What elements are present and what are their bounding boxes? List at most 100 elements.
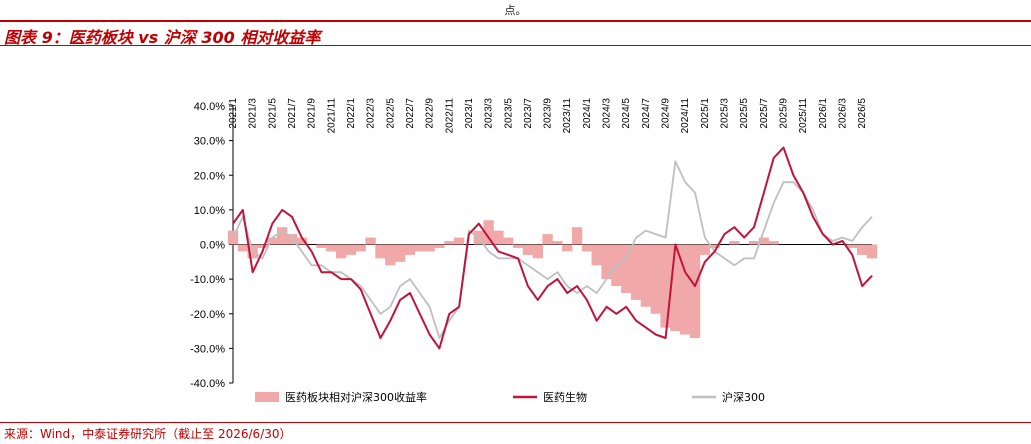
y-tick-label: 40.0% — [194, 101, 225, 113]
relative-area-bar — [503, 237, 514, 245]
x-tick-label: 2022/7 — [405, 98, 416, 129]
relative-area-bar — [365, 237, 376, 245]
y-tick-label: -30.0% — [190, 343, 225, 355]
relative-area-bar — [650, 244, 661, 314]
relative-area-bar — [562, 244, 573, 252]
relative-area-bar — [444, 241, 455, 245]
x-tick-label: 2024/9 — [661, 98, 672, 129]
x-tick-label: 2021/3 — [248, 98, 259, 129]
legend-relative-label: 医药板块相对沪深300收益率 — [285, 390, 427, 404]
relative-area-bar — [847, 244, 858, 248]
y-tick-label: 30.0% — [194, 136, 225, 148]
relative-area-bar — [483, 220, 494, 245]
x-tick-label: 2023/1 — [464, 98, 475, 129]
relative-area-bar — [296, 237, 307, 245]
relative-area-bar — [758, 237, 770, 245]
x-tick-label: 2023/11 — [562, 98, 573, 134]
x-tick-label: 2023/7 — [523, 98, 534, 129]
chart: 40.0% 30.0% 20.0% 10.0% 0.0% -10.0% -20.0% -30.… — [190, 98, 878, 404]
relative-area-bar — [257, 244, 268, 248]
relative-area-bar — [434, 244, 445, 248]
relative-area-bar — [571, 227, 583, 245]
x-tick-label: 2024/5 — [621, 98, 632, 129]
relative-area-bar — [237, 244, 248, 252]
series-line-medicine — [232, 146, 873, 350]
figure-title: 图表 9：医药板块 vs 沪深 300 相对收益率 — [4, 28, 321, 47]
relative-area-bar — [581, 244, 593, 252]
relative-area-bar — [316, 244, 327, 248]
relative-area-bar — [748, 241, 760, 245]
legend-relative-swatch — [255, 392, 279, 402]
relative-area-bar — [512, 244, 524, 248]
relative-area-bar — [542, 234, 553, 245]
relative-area-bar — [453, 237, 465, 245]
legend-hs300-label: 沪深300 — [722, 390, 765, 404]
title-bar — [0, 20, 1031, 46]
series-line-hs300 — [232, 160, 873, 339]
legend-medicine-label: 医药生物 — [543, 390, 587, 404]
relative-area-bar — [375, 244, 386, 259]
x-tick-label: 2026/5 — [857, 98, 868, 129]
x-tick-label: 2022/11 — [444, 98, 455, 134]
relative-area-bar — [857, 244, 868, 255]
relative-area-bar — [699, 244, 711, 255]
x-tick-label: 2025/5 — [739, 98, 750, 129]
relative-area-bar — [355, 244, 366, 252]
x-tick-label: 2022/9 — [425, 98, 436, 129]
relative-area-bar — [522, 244, 534, 255]
relative-area-bar — [630, 244, 642, 300]
x-tick-label: 2024/11 — [680, 98, 691, 134]
x-tick-label: 2023/3 — [484, 98, 495, 129]
relative-area-bar — [345, 244, 357, 255]
relative-area-bar — [709, 244, 720, 248]
x-tick-label: 2022/3 — [366, 98, 377, 129]
relative-area-bar — [276, 227, 288, 245]
x-tick-label: 2024/7 — [641, 98, 652, 129]
x-tick-label: 2025/1 — [700, 98, 711, 129]
relative-area-bar — [601, 244, 612, 280]
relative-area-bar — [689, 244, 701, 338]
x-tick-label: 2025/7 — [759, 98, 770, 129]
header-note: 点。 — [504, 4, 527, 17]
source-note: 来源：Wind，中泰证券研究所（截止至 2026/6/30） — [4, 427, 292, 441]
bottom-rule — [0, 422, 1031, 423]
x-tick-label: 2021/7 — [287, 98, 298, 129]
x-tick-label: 2022/1 — [346, 98, 357, 129]
x-tick-label: 2025/11 — [798, 98, 809, 134]
relative-area-bar — [385, 244, 396, 266]
x-tick-label: 2023/5 — [503, 98, 514, 129]
x-tick-label: 2021/9 — [307, 98, 318, 129]
relative-area-bar — [326, 244, 337, 252]
relative-area-bar — [493, 230, 504, 245]
relative-area-bar — [640, 244, 652, 307]
x-tick-label: 2022/5 — [385, 98, 396, 129]
relative-area-bar — [866, 244, 878, 259]
relative-area-bar — [680, 244, 691, 335]
x-tick-label: 2024/3 — [602, 98, 613, 129]
x-tick-label: 2024/1 — [582, 98, 593, 129]
x-tick-label: 2023/9 — [543, 98, 554, 129]
relative-area-bar — [670, 244, 681, 332]
x-tick-label: 2021/11 — [326, 98, 337, 134]
relative-area-bar — [621, 244, 632, 293]
relative-area-bar — [532, 244, 543, 259]
x-tick-label: 2025/3 — [720, 98, 731, 129]
relative-area-bar — [660, 244, 671, 328]
relative-area-bar — [267, 237, 278, 245]
relative-area-bar — [286, 234, 298, 245]
y-tick-label: -10.0% — [190, 274, 225, 286]
relative-area-bar — [768, 241, 779, 245]
y-tick-label: 0.0% — [200, 240, 225, 252]
relative-area-bar — [414, 244, 425, 252]
relative-area-bar — [404, 244, 416, 255]
x-tick-label: 2026/3 — [838, 98, 849, 129]
x-tick-label: 2021/5 — [267, 98, 278, 129]
relative-area-bar — [335, 244, 347, 259]
y-tick-label: -20.0% — [190, 309, 225, 321]
relative-area-bar — [424, 244, 435, 252]
relative-area-bar — [729, 241, 740, 245]
y-tick-label: -40.0% — [190, 378, 225, 390]
relative-area-bar — [552, 241, 563, 245]
relative-area-bar — [591, 244, 602, 266]
x-tick-label: 2025/9 — [779, 98, 790, 129]
